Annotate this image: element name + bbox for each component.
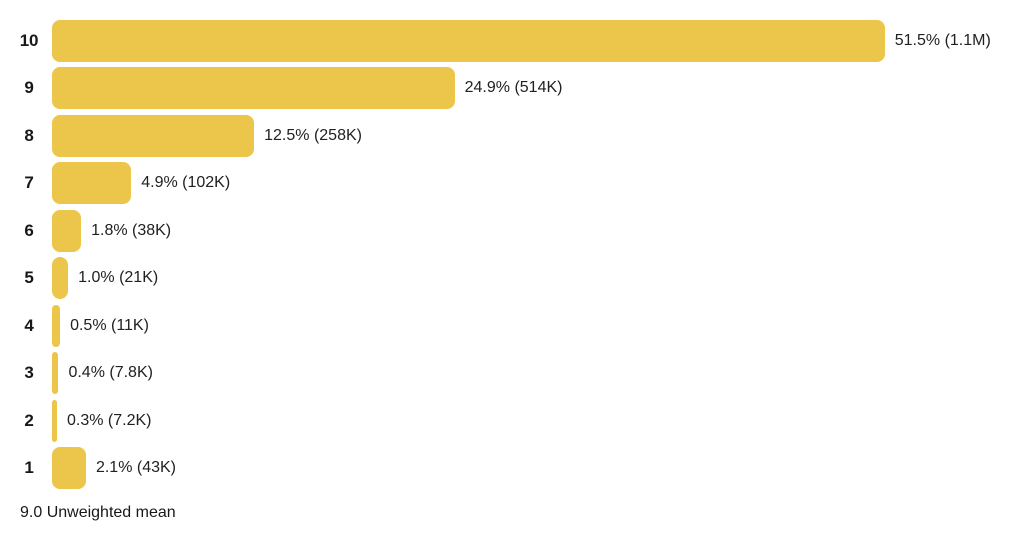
rating-bar[interactable] (52, 19, 885, 62)
rating-label: 2 (24, 410, 34, 430)
rating-row: 3 0.4% (7.8K) (0, 350, 1024, 398)
rating-row: 10 51.5% (1.1M) (0, 17, 1024, 65)
rating-bar[interactable] (52, 399, 57, 442)
rating-bar[interactable] (52, 447, 86, 490)
bar-value-label: 1.0% (21K) (78, 269, 159, 287)
rating-label: 8 (24, 125, 34, 145)
rating-row: 1 2.1% (43K) (0, 445, 1024, 493)
bar-value-label: 51.5% (1.1M) (894, 31, 991, 49)
rating-bar[interactable] (52, 67, 455, 110)
bar-area: 1.8% (38K) (52, 207, 1024, 255)
rating-bar[interactable] (52, 304, 61, 347)
rating-label: 1 (24, 458, 34, 478)
rating-row: 5 1.0% (21K) (0, 255, 1024, 303)
rating-bar[interactable] (52, 114, 255, 157)
bar-value-label: 4.9% (102K) (141, 174, 231, 192)
rating-row: 2 0.3% (7.2K) (0, 397, 1024, 445)
rating-row: 4 0.5% (11K) (0, 302, 1024, 350)
rating-label: 9 (24, 78, 34, 98)
rating-label: 4 (24, 315, 34, 335)
rating-row: 7 4.9% (102K) (0, 160, 1024, 208)
bar-value-label: 0.5% (11K) (70, 316, 149, 334)
bar-value-label: 0.4% (7.8K) (68, 364, 153, 382)
rating-row: 9 24.9% (514K) (0, 65, 1024, 113)
bar-value-label: 24.9% (514K) (464, 79, 563, 97)
bar-area: 12.5% (258K) (52, 112, 1024, 160)
rating-bar[interactable] (52, 257, 69, 300)
bar-value-label: 2.1% (43K) (95, 459, 176, 477)
rating-row: 8 12.5% (258K) (0, 112, 1024, 160)
rating-label: 5 (24, 268, 34, 288)
rating-label: 10 (19, 30, 39, 50)
bar-area: 0.4% (7.8K) (52, 350, 1024, 398)
rating-label: 6 (24, 220, 34, 240)
bar-area: 4.9% (102K) (52, 160, 1024, 208)
rating-rows: 10 51.5% (1.1M) 9 24.9% (514K) 8 12.5% (258K)… (0, 17, 1024, 492)
bar-area: 24.9% (514K) (52, 65, 1024, 113)
rating-bar[interactable] (52, 209, 82, 252)
bar-area: 0.3% (7.2K) (52, 397, 1024, 445)
rating-bar[interactable] (52, 162, 132, 205)
bar-area: 2.1% (43K) (52, 445, 1024, 493)
bar-value-label: 12.5% (258K) (264, 126, 362, 144)
bar-area: 0.5% (11K) (52, 302, 1024, 350)
bar-area: 1.0% (21K) (52, 255, 1024, 303)
rating-label: 7 (24, 173, 34, 193)
rating-row: 6 1.8% (38K) (0, 207, 1024, 255)
bar-area: 51.5% (1.1M) (52, 17, 1024, 65)
rating-label: 3 (24, 363, 34, 383)
bar-value-label: 0.3% (7.2K) (67, 411, 152, 429)
unweighted-mean-label: 9.0 Unweighted mean (20, 504, 176, 521)
bar-value-label: 1.8% (38K) (91, 221, 172, 239)
rating-bar[interactable] (52, 352, 59, 395)
